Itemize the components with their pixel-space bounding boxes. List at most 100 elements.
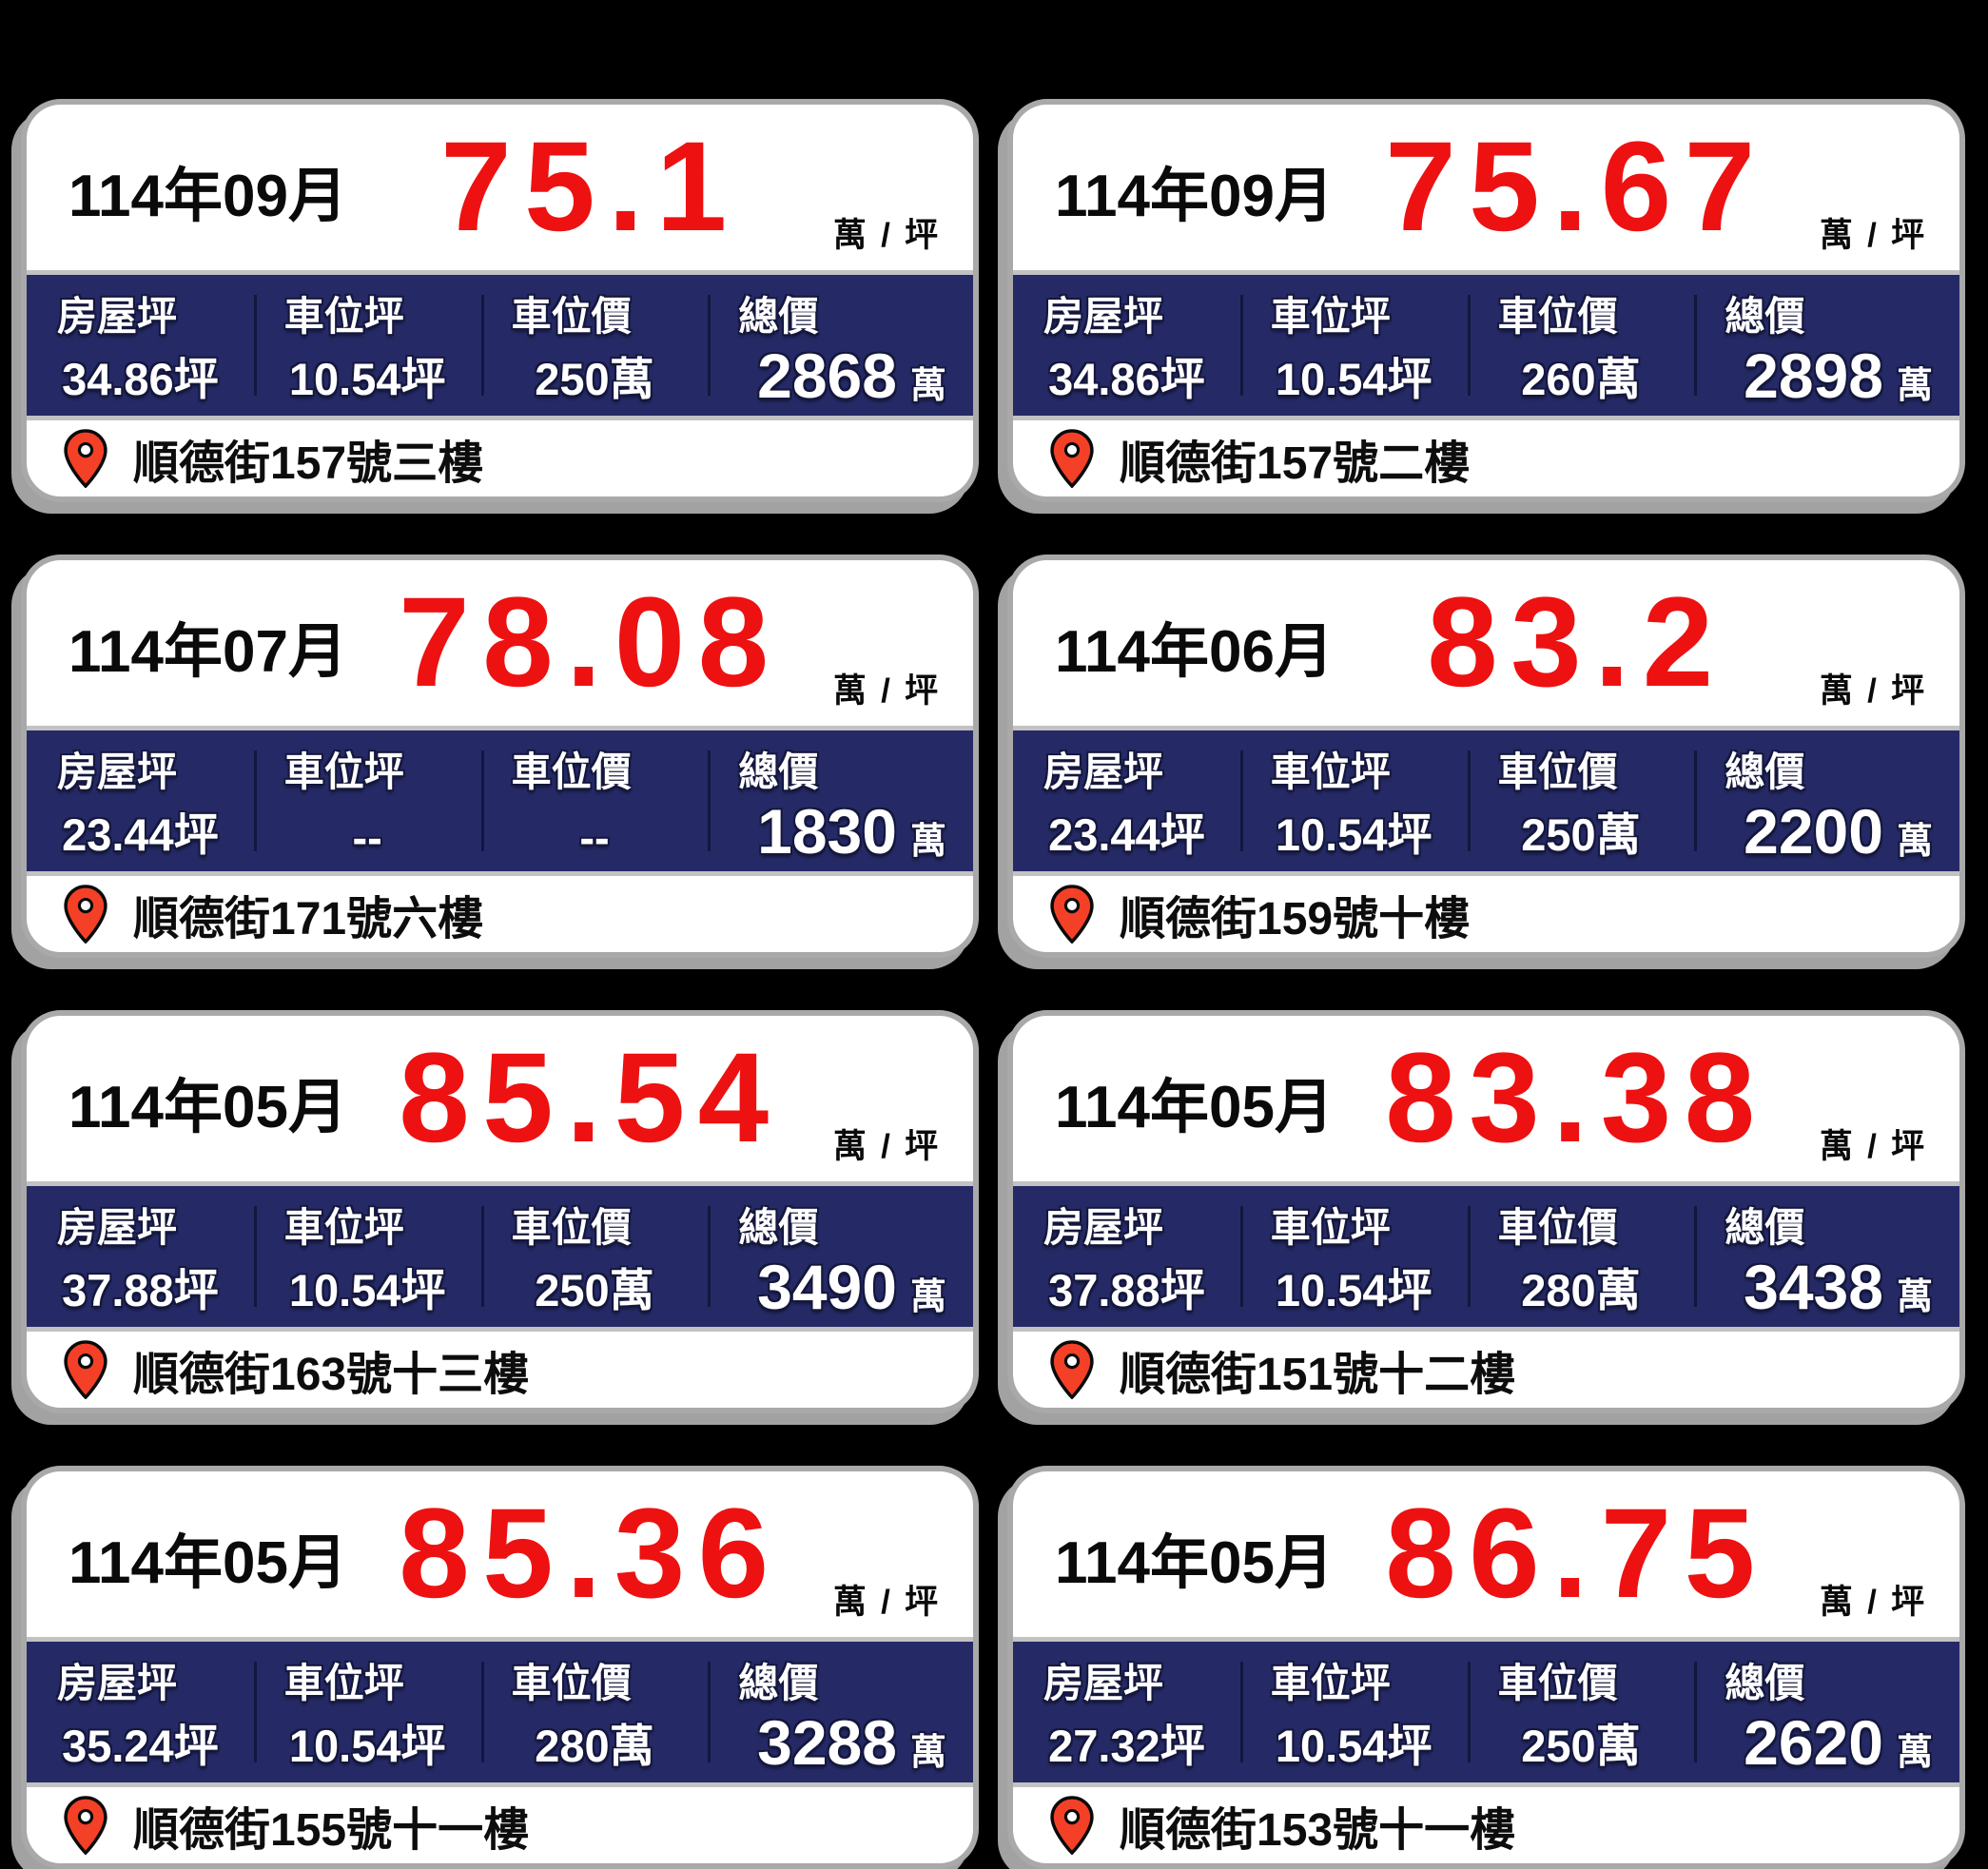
house-ping-label: 房屋坪 — [1043, 1205, 1164, 1250]
listing-card[interactable]: 114年07月 78.08 萬 / 坪 房屋坪 23.44坪 車位坪 -- 車位… — [21, 555, 979, 958]
parking-ping-label: 車位坪 — [1270, 1661, 1391, 1705]
parking-price-value: 280萬 — [1521, 1265, 1641, 1315]
parking-ping-label: 車位坪 — [1270, 750, 1391, 794]
stat-house-ping: 房屋坪 27.32坪 — [1013, 1642, 1240, 1782]
parking-price-label: 車位價 — [511, 1661, 632, 1705]
stat-parking-ping: 車位坪 10.54坪 — [253, 1642, 481, 1782]
transaction-date: 114年05月 — [68, 1530, 347, 1596]
stat-parking-ping: 車位坪 10.54坪 — [253, 1186, 481, 1327]
total-price-unit: 萬 — [909, 1733, 946, 1773]
total-price-unit: 萬 — [1896, 1277, 1933, 1317]
card-header: 114年06月 83.2 萬 / 坪 — [1013, 560, 1959, 726]
stats-bar: 房屋坪 23.44坪 車位坪 -- 車位價 -- 總價 1830 萬 — [27, 726, 973, 876]
stats-bar: 房屋坪 27.32坪 車位坪 10.54坪 車位價 250萬 總價 2620 萬 — [1013, 1637, 1959, 1787]
listing-card[interactable]: 114年05月 83.38 萬 / 坪 房屋坪 37.88坪 車位坪 10.54… — [1007, 1010, 1965, 1413]
total-price-number: 2898 — [1744, 341, 1883, 411]
house-ping-label: 房屋坪 — [57, 750, 178, 794]
parking-ping-value: 10.54坪 — [1275, 354, 1433, 404]
house-ping-value: 37.88坪 — [62, 1265, 219, 1315]
total-price-value: 3438 萬 — [1694, 1256, 1959, 1319]
listing-card[interactable]: 114年06月 83.2 萬 / 坪 房屋坪 23.44坪 車位坪 10.54坪… — [1007, 555, 1965, 958]
total-price-label: 總價 — [738, 294, 819, 339]
stat-house-ping: 房屋坪 37.88坪 — [1013, 1186, 1240, 1327]
stat-parking-price: 車位價 280萬 — [1467, 1186, 1695, 1327]
total-price-value: 1830 萬 — [708, 800, 973, 864]
listing-card[interactable]: 114年09月 75.1 萬 / 坪 房屋坪 34.86坪 車位坪 10.54坪… — [21, 99, 979, 502]
house-ping-value: 35.24坪 — [62, 1721, 219, 1771]
unit-per-ping-label: 萬 / 坪 — [832, 1128, 941, 1165]
card-footer: 順德街171號六樓 — [27, 876, 973, 952]
stat-parking-price: 車位價 250萬 — [1467, 730, 1695, 871]
card-footer: 順德街163號十三樓 — [27, 1332, 973, 1408]
card-footer: 順德街151號十二樓 — [1013, 1332, 1959, 1408]
parking-price-label: 車位價 — [1497, 750, 1618, 794]
transaction-date: 114年07月 — [68, 619, 347, 685]
parking-price-value: 250萬 — [535, 1265, 654, 1315]
parking-ping-label: 車位坪 — [283, 294, 404, 339]
total-price-unit: 萬 — [909, 822, 946, 862]
transaction-date: 114年09月 — [1055, 164, 1334, 229]
stat-parking-ping: 車位坪 10.54坪 — [1239, 275, 1468, 416]
parking-price-value: 280萬 — [535, 1721, 654, 1771]
listing-card[interactable]: 114年09月 75.67 萬 / 坪 房屋坪 34.86坪 車位坪 10.54… — [1007, 99, 1965, 502]
card-footer: 順德街157號二樓 — [1013, 420, 1959, 496]
total-price-unit: 萬 — [909, 1277, 946, 1317]
stat-house-ping: 房屋坪 37.88坪 — [27, 1186, 254, 1327]
stats-bar: 房屋坪 37.88坪 車位坪 10.54坪 車位價 280萬 總價 3438 萬 — [1013, 1181, 1959, 1332]
total-price-unit: 萬 — [1896, 822, 1933, 862]
transaction-date: 114年09月 — [68, 164, 347, 229]
house-ping-label: 房屋坪 — [1043, 750, 1164, 794]
parking-ping-label: 車位坪 — [283, 1205, 404, 1250]
parking-ping-value: 10.54坪 — [288, 354, 446, 404]
listing-card[interactable]: 114年05月 85.36 萬 / 坪 房屋坪 35.24坪 車位坪 10.54… — [21, 1466, 979, 1869]
location-pin-icon — [64, 429, 107, 488]
address: 順德街163號十三樓 — [133, 1350, 530, 1400]
stat-parking-price: 車位價 260萬 — [1467, 275, 1695, 416]
stat-total-price: 總價 2868 萬 — [708, 275, 973, 416]
house-ping-value: 27.32坪 — [1048, 1721, 1205, 1771]
parking-ping-label: 車位坪 — [283, 1661, 404, 1705]
unit-per-ping-label: 萬 / 坪 — [1819, 217, 1927, 254]
listing-card[interactable]: 114年05月 86.75 萬 / 坪 房屋坪 27.32坪 車位坪 10.54… — [1007, 1466, 1965, 1869]
stat-house-ping: 房屋坪 35.24坪 — [27, 1642, 254, 1782]
unit-per-ping-label: 萬 / 坪 — [832, 1584, 941, 1621]
location-pin-icon — [64, 1796, 107, 1855]
total-price-number: 2620 — [1744, 1707, 1883, 1778]
stat-total-price: 總價 3490 萬 — [708, 1186, 973, 1327]
unit-price-value: 83.38 — [1385, 1027, 1768, 1169]
stat-parking-ping: 車位坪 10.54坪 — [253, 275, 481, 416]
stat-parking-ping: 車位坪 -- — [253, 730, 481, 871]
house-ping-value: 23.44坪 — [1048, 809, 1205, 860]
parking-price-label: 車位價 — [511, 294, 632, 339]
stats-bar: 房屋坪 34.86坪 車位坪 10.54坪 車位價 260萬 總價 2898 萬 — [1013, 270, 1959, 420]
stat-parking-price: 車位價 280萬 — [480, 1642, 709, 1782]
parking-price-label: 車位價 — [511, 750, 632, 794]
house-ping-label: 房屋坪 — [1043, 1661, 1164, 1705]
unit-per-ping-label: 萬 / 坪 — [1819, 1584, 1927, 1621]
location-pin-icon — [1050, 1340, 1094, 1399]
stat-parking-price: 車位價 250萬 — [480, 275, 709, 416]
total-price-label: 總價 — [738, 1661, 819, 1705]
stat-house-ping: 房屋坪 34.86坪 — [1013, 275, 1240, 416]
card-footer: 順德街155號十一樓 — [27, 1787, 973, 1863]
parking-price-value: 250萬 — [1521, 1721, 1641, 1771]
total-price-label: 總價 — [1725, 1205, 1805, 1250]
total-price-value: 2868 萬 — [708, 344, 973, 408]
address: 順德街171號六樓 — [133, 894, 484, 944]
total-price-value: 3490 萬 — [708, 1256, 973, 1319]
address: 順德街151號十二樓 — [1120, 1350, 1516, 1400]
total-price-unit: 萬 — [1896, 366, 1933, 406]
card-header: 114年05月 83.38 萬 / 坪 — [1013, 1016, 1959, 1181]
house-ping-label: 房屋坪 — [57, 1661, 178, 1705]
house-ping-value: 37.88坪 — [1048, 1265, 1205, 1315]
parking-price-value: 250萬 — [535, 354, 654, 404]
card-header: 114年09月 75.67 萬 / 坪 — [1013, 105, 1959, 270]
transaction-date: 114年05月 — [1055, 1075, 1334, 1140]
total-price-label: 總價 — [1725, 1661, 1805, 1705]
total-price-number: 3288 — [757, 1707, 897, 1778]
total-price-unit: 萬 — [909, 366, 946, 406]
listing-card[interactable]: 114年05月 85.54 萬 / 坪 房屋坪 37.88坪 車位坪 10.54… — [21, 1010, 979, 1413]
parking-ping-value: 10.54坪 — [1275, 1265, 1433, 1315]
location-pin-icon — [1050, 885, 1094, 944]
total-price-number: 2200 — [1744, 796, 1883, 866]
